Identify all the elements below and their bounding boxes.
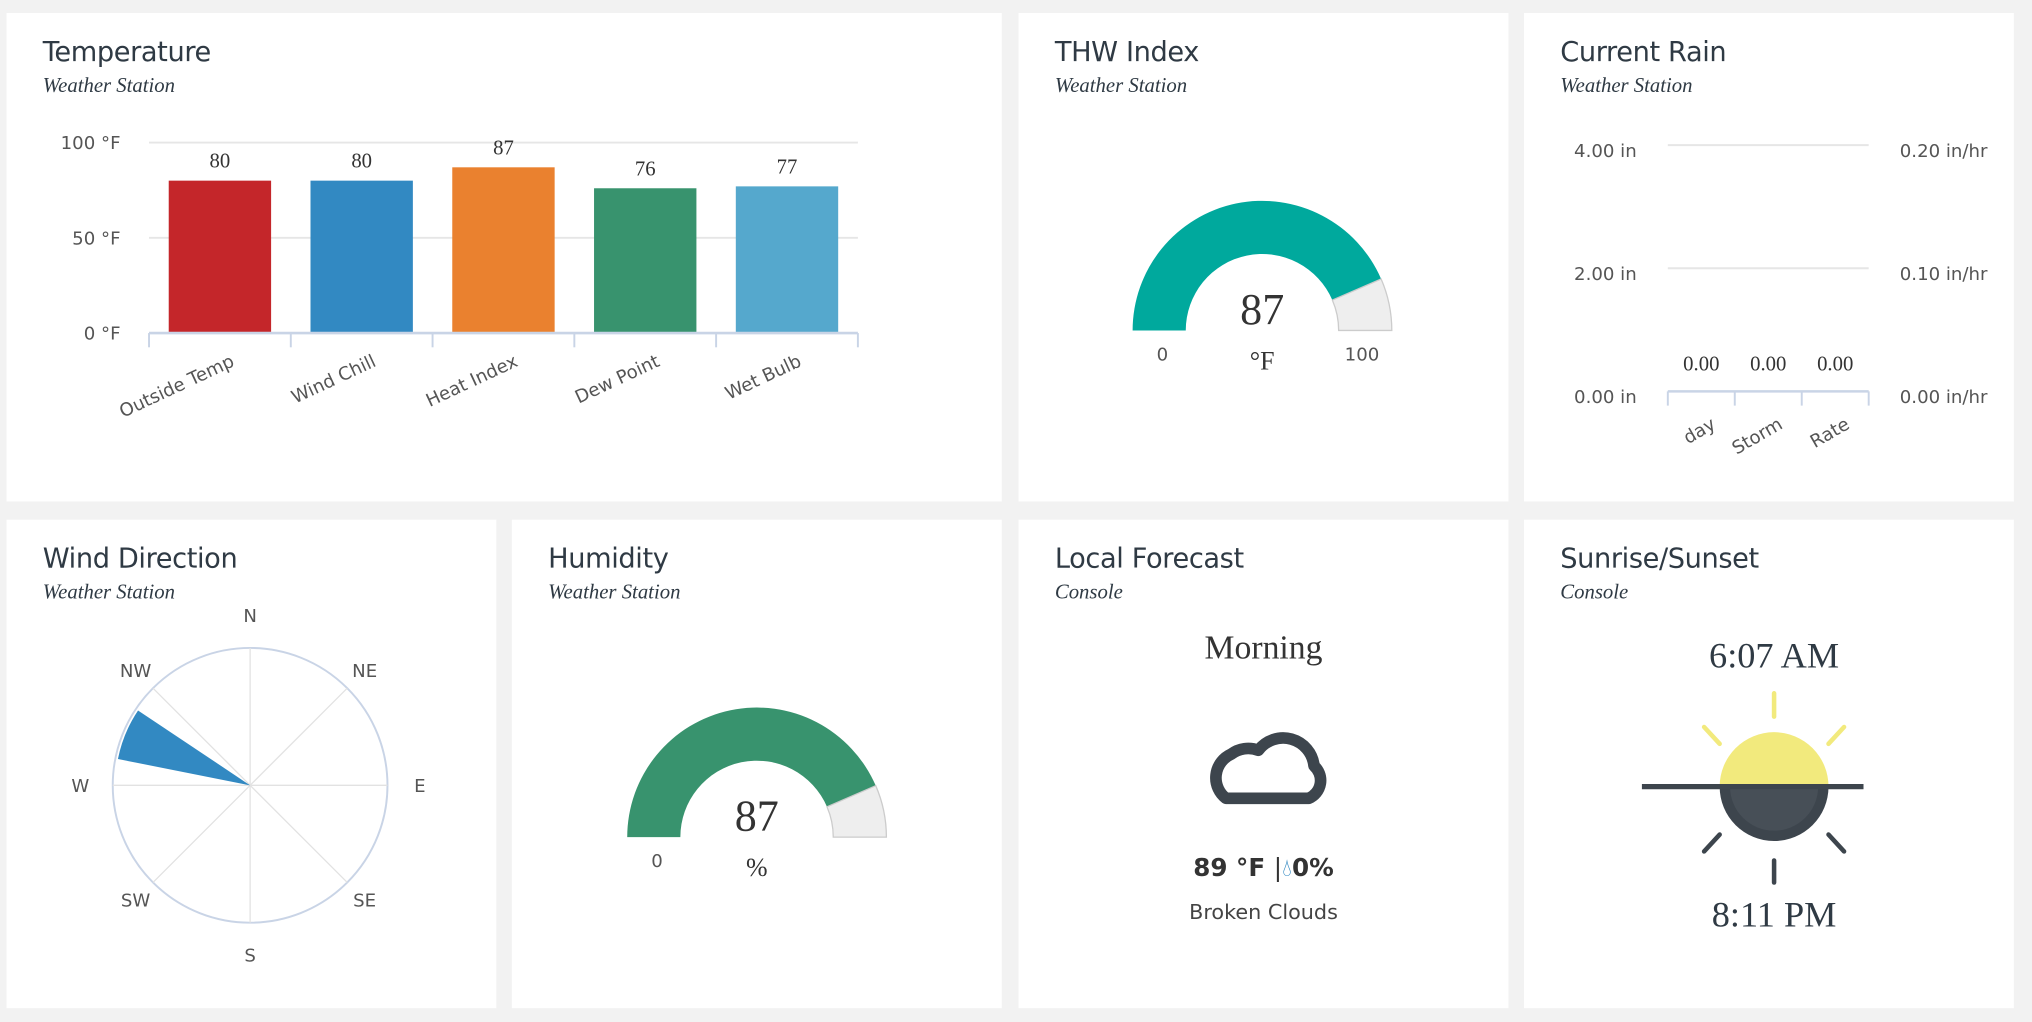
card-title: Local Forecast xyxy=(1054,542,1244,575)
y-tick-label: 100 °F xyxy=(61,133,121,154)
bar-value-label: 0.00 xyxy=(1683,354,1719,376)
bar-value-label: 0.00 xyxy=(1817,354,1853,376)
card-source: Console xyxy=(1560,581,1629,604)
temperature-card: Temperature Weather Station 0 °F 50 °F 100… xyxy=(6,12,1002,502)
current-rain-card: Current Rain Weather Station 0.00 in 0.00… xyxy=(1523,12,2014,502)
local-forecast-card: Local Forecast Console Morning 89 °F |💧︎… xyxy=(1018,519,1509,1009)
raindrop-icon: 💧︎ xyxy=(1282,853,1292,883)
bar-wet-bulb xyxy=(735,186,839,334)
x-tick-label: Outside Temp xyxy=(116,351,237,422)
rain-bar-chart: 0.00 in 0.00 in/hr 2.00 in 0.10 in/hr 4.00 i… xyxy=(1574,141,1988,459)
x-tick-label: Wind Chill xyxy=(288,351,379,408)
forecast-temp: 89 °F xyxy=(1193,853,1266,883)
gauge-unit: °F xyxy=(1250,346,1275,375)
compass-label-sw: SW xyxy=(121,890,151,911)
card-title: Sunrise/Sunset xyxy=(1560,542,1759,575)
card-title: THW Index xyxy=(1054,36,1199,68)
x-tick-label: Storm xyxy=(1729,414,1787,459)
bar-value-label: 87 xyxy=(493,137,514,159)
bar-outside-temp xyxy=(168,180,272,334)
card-source: Weather Station xyxy=(42,75,176,98)
temperature-bar-chart: 0 °F 50 °F 100 °F 80 Outside Temp 80 Wind Chil… xyxy=(61,133,859,422)
card-title: Humidity xyxy=(548,542,669,575)
card-title: Temperature xyxy=(42,36,212,68)
y-left-tick-label: 2.00 in xyxy=(1574,264,1637,285)
cloud-icon xyxy=(1210,732,1327,805)
card-source: Weather Station xyxy=(42,581,176,604)
forecast-precip: 0% xyxy=(1291,853,1334,883)
gauge-value: 87 xyxy=(735,792,779,841)
y-tick-label: 0 °F xyxy=(84,324,121,345)
y-left-tick-label: 4.00 in xyxy=(1574,141,1637,162)
x-tick-label: day xyxy=(1680,414,1720,449)
gauge-fill xyxy=(627,707,876,838)
compass-label-e: E xyxy=(414,776,425,797)
compass-label-nw: NW xyxy=(120,661,152,682)
y-left-tick-label: 0.00 in xyxy=(1574,387,1637,408)
forecast-period: Morning xyxy=(1204,628,1323,667)
forecast-condition: Broken Clouds xyxy=(1189,899,1338,924)
wind-direction-wedge xyxy=(117,710,251,786)
forecast-summary: 89 °F |💧︎0% xyxy=(1019,854,1509,883)
compass-spoke xyxy=(152,784,251,883)
wind-direction-card: Wind Direction Weather Station N NE E SE S SW… xyxy=(6,519,497,1009)
bar-heat-index xyxy=(452,167,555,334)
bar-value-label: 0.00 xyxy=(1750,354,1786,376)
y-right-tick-label: 0.10 in/hr xyxy=(1900,264,1988,285)
y-right-tick-label: 0.00 in/hr xyxy=(1900,387,1988,408)
compass-spoke xyxy=(152,687,251,786)
compass-spoke xyxy=(249,784,348,883)
card-title: Wind Direction xyxy=(42,542,238,575)
sunset-time: 8:11 PM xyxy=(1711,895,1837,936)
gauge-unit: % xyxy=(746,853,768,882)
bar-value-label: 80 xyxy=(351,151,372,173)
card-source: Console xyxy=(1054,581,1123,604)
compass-label-se: SE xyxy=(353,890,376,911)
humidity-gauge: 87% 0 xyxy=(627,707,888,882)
separator: | xyxy=(1273,853,1283,883)
compass-label-ne: NE xyxy=(352,661,377,682)
thw-index-card: THW Index Weather Station 87 °F 0 100 xyxy=(1018,12,1509,502)
x-tick-label: Dew Point xyxy=(572,351,663,408)
compass-spoke xyxy=(249,687,348,786)
gauge-track xyxy=(1331,278,1393,332)
bar-value-label: 77 xyxy=(777,156,798,178)
gauge-min-label: 0 xyxy=(1157,344,1169,365)
bar-value-label: 80 xyxy=(210,151,231,173)
gauge-value: 87 xyxy=(1240,285,1284,334)
compass-label-s: S xyxy=(244,946,256,967)
sunrise-time: 6:07 AM xyxy=(1709,636,1840,677)
compass-label-w: W xyxy=(71,776,89,797)
card-source: Weather Station xyxy=(1560,75,1693,98)
wind-rose: N NE E SE S SW W NW xyxy=(71,606,425,967)
thw-gauge: 87 °F 0 100 xyxy=(1132,200,1393,375)
x-tick-label: Wet Bulb xyxy=(722,351,805,404)
card-source: Weather Station xyxy=(548,581,681,604)
gauge-max-label: 100 xyxy=(1345,344,1380,365)
y-right-tick-label: 0.20 in/hr xyxy=(1900,141,1988,162)
bar-value-label: 76 xyxy=(635,158,656,180)
x-tick-label: Rate xyxy=(1807,414,1853,453)
bar-wind-chill xyxy=(310,180,413,334)
sunrise-sunset-icon xyxy=(1641,691,1864,885)
humidity-card: Humidity Weather Station 87% 0 xyxy=(511,519,1002,1009)
gauge-track xyxy=(826,784,888,838)
bar-dew-point xyxy=(594,188,697,334)
card-source: Weather Station xyxy=(1054,75,1188,98)
compass-label-n: N xyxy=(243,606,257,627)
card-title: Current Rain xyxy=(1560,36,1727,68)
gauge-fill xyxy=(1132,200,1382,331)
gauge-min-label: 0 xyxy=(651,851,663,872)
y-tick-label: 50 °F xyxy=(72,228,120,249)
x-tick-label: Heat Index xyxy=(423,351,522,412)
sunrise-sunset-card: Sunrise/Sunset Console 6:07 AM 8:11 PM xyxy=(1523,519,2014,1009)
